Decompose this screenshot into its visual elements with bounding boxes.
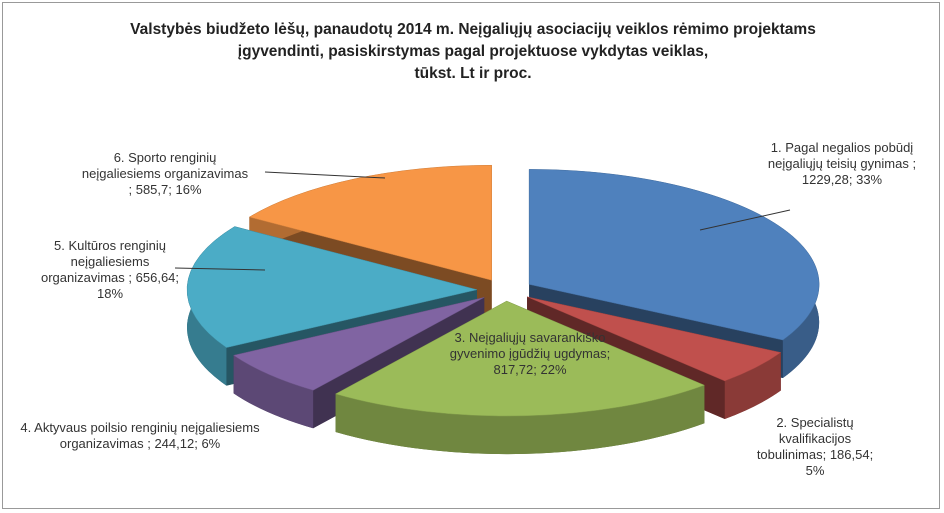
chart-title: Valstybės biudžeto lėšų, panaudotų 2014 …: [130, 21, 816, 60]
category-label: 6. Sporto renginių neįgaliesiems organiz…: [81, 150, 249, 197]
pie-slice: [233, 297, 485, 391]
slice-side: [335, 385, 705, 455]
pie-slice: [334, 300, 706, 417]
value-label: 585,7;: [135, 182, 172, 197]
chart-subtitle: tūkst. Lt ir proc.: [414, 65, 532, 82]
pie-slice: [186, 226, 478, 348]
data-label: 3. Neįgaliųjų savarankiško gyvenimo įgūd…: [448, 330, 613, 378]
data-label: 5. Kultūros renginių neįgaliesiems organ…: [35, 238, 185, 302]
pie-slice: [526, 296, 782, 382]
data-label: 6. Sporto renginių neįgaliesiems organiz…: [80, 150, 250, 198]
percentage-label: 16%: [175, 182, 202, 197]
value-label: 244,12;: [154, 436, 198, 451]
value-label: 186,54;: [829, 447, 874, 462]
percentage-label: 33%: [856, 172, 883, 187]
leader-line: [264, 171, 386, 179]
category-label: 2. Specialistų kvalifikacijos tobulinima…: [756, 415, 854, 462]
category-label: 1. Pagal negalios pobūdį neįgaliųjų teis…: [767, 140, 917, 171]
leader-line: [174, 267, 266, 271]
pie-slice: [248, 164, 492, 281]
leader-line: [699, 209, 791, 231]
data-label: 4. Aktyvaus poilsio renginių neįgaliesie…: [20, 420, 260, 452]
percentage-label: 6%: [201, 436, 221, 451]
data-label: 2. Specialistų kvalifikacijos tobulinima…: [750, 415, 880, 479]
percentage-label: 22%: [540, 362, 567, 377]
data-label: 1. Pagal negalios pobūdį neįgaliųjų teis…: [760, 140, 925, 188]
percentage-label: 5%: [805, 463, 825, 478]
percentage-label: 18%: [96, 286, 124, 301]
pie-slice: [528, 169, 820, 341]
value-label: 1229,28;: [801, 172, 853, 187]
value-label: 656,64;: [135, 270, 180, 285]
slice-side: [233, 355, 314, 429]
slice-side: [724, 352, 781, 419]
value-label: 817,72;: [493, 362, 537, 377]
category-label: 4. Aktyvaus poilsio renginių neįgaliesie…: [20, 420, 260, 451]
chart-title-block: Valstybės biudžeto lėšų, panaudotų 2014 …: [103, 19, 843, 85]
category-label: 5. Kultūros renginių neįgaliesiems organ…: [40, 238, 166, 285]
category-label: 3. Neįgaliųjų savarankiško gyvenimo įgūd…: [449, 330, 611, 361]
